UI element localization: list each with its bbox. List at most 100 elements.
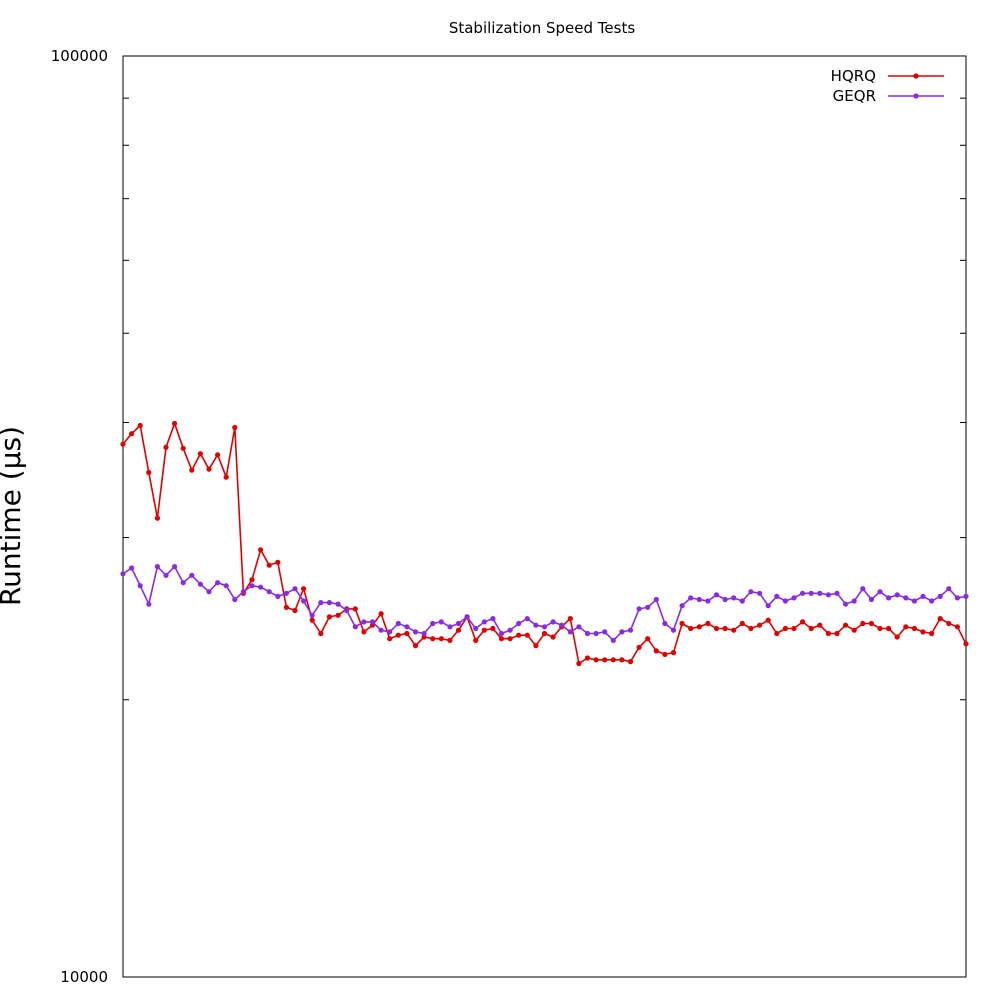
- data-point-hqrq-48: [524, 632, 530, 638]
- data-point-hqrq-35: [412, 643, 419, 649]
- data-point-geqr-90: [886, 595, 892, 601]
- data-point-hqrq-43: [481, 627, 487, 633]
- data-point-geqr-33: [395, 620, 401, 627]
- data-point-geqr-73: [739, 598, 745, 604]
- legend-label-hqrq: HQRQ: [831, 67, 876, 85]
- data-point-hqrq-85: [843, 622, 849, 628]
- data-point-hqrq-78: [782, 625, 789, 632]
- data-point-hqrq-76: [765, 617, 771, 623]
- data-point-geqr-7: [172, 564, 178, 570]
- data-point-hqrq-25: [326, 614, 332, 620]
- data-point-geqr-24: [318, 600, 324, 606]
- data-point-geqr-1: [120, 571, 126, 577]
- data-point-hqrq-22: [301, 586, 307, 592]
- data-point-geqr-54: [576, 624, 582, 630]
- data-point-hqrq-19: [275, 559, 281, 565]
- data-point-hqrq-37: [430, 636, 436, 642]
- data-point-geqr-15: [240, 589, 246, 595]
- data-point-geqr-40: [455, 620, 462, 627]
- data-point-hqrq-34: [404, 630, 410, 637]
- data-point-geqr-10: [197, 581, 203, 587]
- data-point-geqr-62: [645, 604, 651, 610]
- data-point-geqr-71: [722, 596, 728, 603]
- data-point-hqrq-77: [774, 630, 780, 637]
- data-point-geqr-99: [963, 593, 969, 600]
- data-point-hqrq-90: [886, 625, 892, 632]
- data-point-hqrq-23: [309, 617, 315, 623]
- data-point-hqrq-66: [679, 620, 685, 627]
- data-point-hqrq-3: [137, 422, 143, 429]
- legend: HQRQ GEQR: [831, 67, 944, 105]
- data-point-hqrq-10: [197, 451, 203, 457]
- data-point-hqrq-2: [129, 431, 135, 437]
- data-point-geqr-28: [352, 624, 358, 630]
- data-point-geqr-42: [473, 625, 479, 632]
- data-point-geqr-60: [627, 627, 634, 633]
- data-point-geqr-56: [593, 630, 599, 637]
- y-tick-label-top: 100000: [51, 47, 108, 65]
- data-point-hqrq-44: [490, 625, 496, 632]
- data-point-geqr-75: [757, 590, 763, 596]
- data-point-hqrq-72: [731, 627, 737, 633]
- data-point-hqrq-86: [851, 627, 857, 633]
- data-point-geqr-29: [361, 619, 367, 625]
- data-point-hqrq-7: [172, 420, 178, 427]
- data-point-geqr-8: [180, 580, 186, 586]
- data-point-hqrq-83: [825, 630, 832, 637]
- data-point-geqr-11: [206, 589, 212, 595]
- data-point-hqrq-59: [619, 657, 625, 663]
- data-point-geqr-89: [877, 589, 883, 595]
- data-point-geqr-68: [696, 596, 702, 603]
- data-point-geqr-13: [223, 583, 229, 589]
- data-point-geqr-63: [653, 596, 659, 603]
- data-point-hqrq-29: [361, 629, 367, 635]
- data-point-geqr-19: [275, 593, 281, 600]
- data-point-geqr-77: [774, 593, 780, 600]
- series-hqrq: [120, 420, 969, 667]
- data-point-geqr-50: [541, 624, 548, 630]
- data-point-geqr-84: [834, 590, 840, 596]
- data-point-hqrq-45: [498, 636, 505, 642]
- data-point-geqr-52: [559, 622, 565, 628]
- data-point-hqrq-32: [387, 636, 393, 642]
- data-point-geqr-25: [326, 600, 332, 606]
- data-point-geqr-47: [516, 620, 522, 627]
- data-point-hqrq-38: [438, 636, 444, 642]
- data-point-geqr-46: [507, 627, 513, 633]
- data-point-hqrq-70: [713, 625, 720, 632]
- data-point-geqr-5: [154, 564, 160, 570]
- data-point-geqr-64: [662, 620, 668, 627]
- data-point-geqr-14: [232, 596, 238, 603]
- data-point-geqr-76: [765, 603, 771, 609]
- data-point-geqr-98: [954, 595, 961, 601]
- y-axis-label: Runtime (µs): [0, 426, 27, 606]
- data-point-geqr-53: [567, 629, 573, 635]
- data-point-geqr-49: [533, 622, 539, 628]
- series-layer: [120, 420, 969, 667]
- legend-label-geqr: GEQR: [833, 87, 876, 105]
- data-point-geqr-22: [301, 598, 307, 604]
- data-point-hqrq-46: [507, 636, 513, 642]
- data-point-geqr-41: [464, 614, 470, 620]
- data-point-geqr-30: [369, 619, 376, 625]
- data-point-hqrq-81: [808, 625, 814, 632]
- data-point-geqr-58: [610, 637, 616, 644]
- data-point-geqr-34: [404, 624, 410, 630]
- data-point-hqrq-53: [567, 616, 573, 622]
- data-point-hqrq-67: [688, 625, 694, 632]
- data-point-geqr-83: [825, 592, 832, 598]
- data-point-hqrq-40: [455, 627, 462, 633]
- data-point-hqrq-17: [258, 547, 264, 553]
- legend-marker-hqrq: [913, 73, 919, 79]
- data-point-hqrq-18: [266, 562, 272, 568]
- data-point-geqr-78: [782, 598, 789, 604]
- data-point-geqr-80: [800, 590, 806, 596]
- data-point-hqrq-58: [610, 657, 616, 663]
- data-point-geqr-32: [387, 629, 393, 635]
- data-point-geqr-27: [344, 607, 350, 614]
- data-point-geqr-81: [808, 590, 814, 596]
- data-point-hqrq-8: [180, 445, 186, 451]
- data-point-geqr-72: [731, 595, 737, 601]
- data-point-hqrq-61: [636, 644, 642, 650]
